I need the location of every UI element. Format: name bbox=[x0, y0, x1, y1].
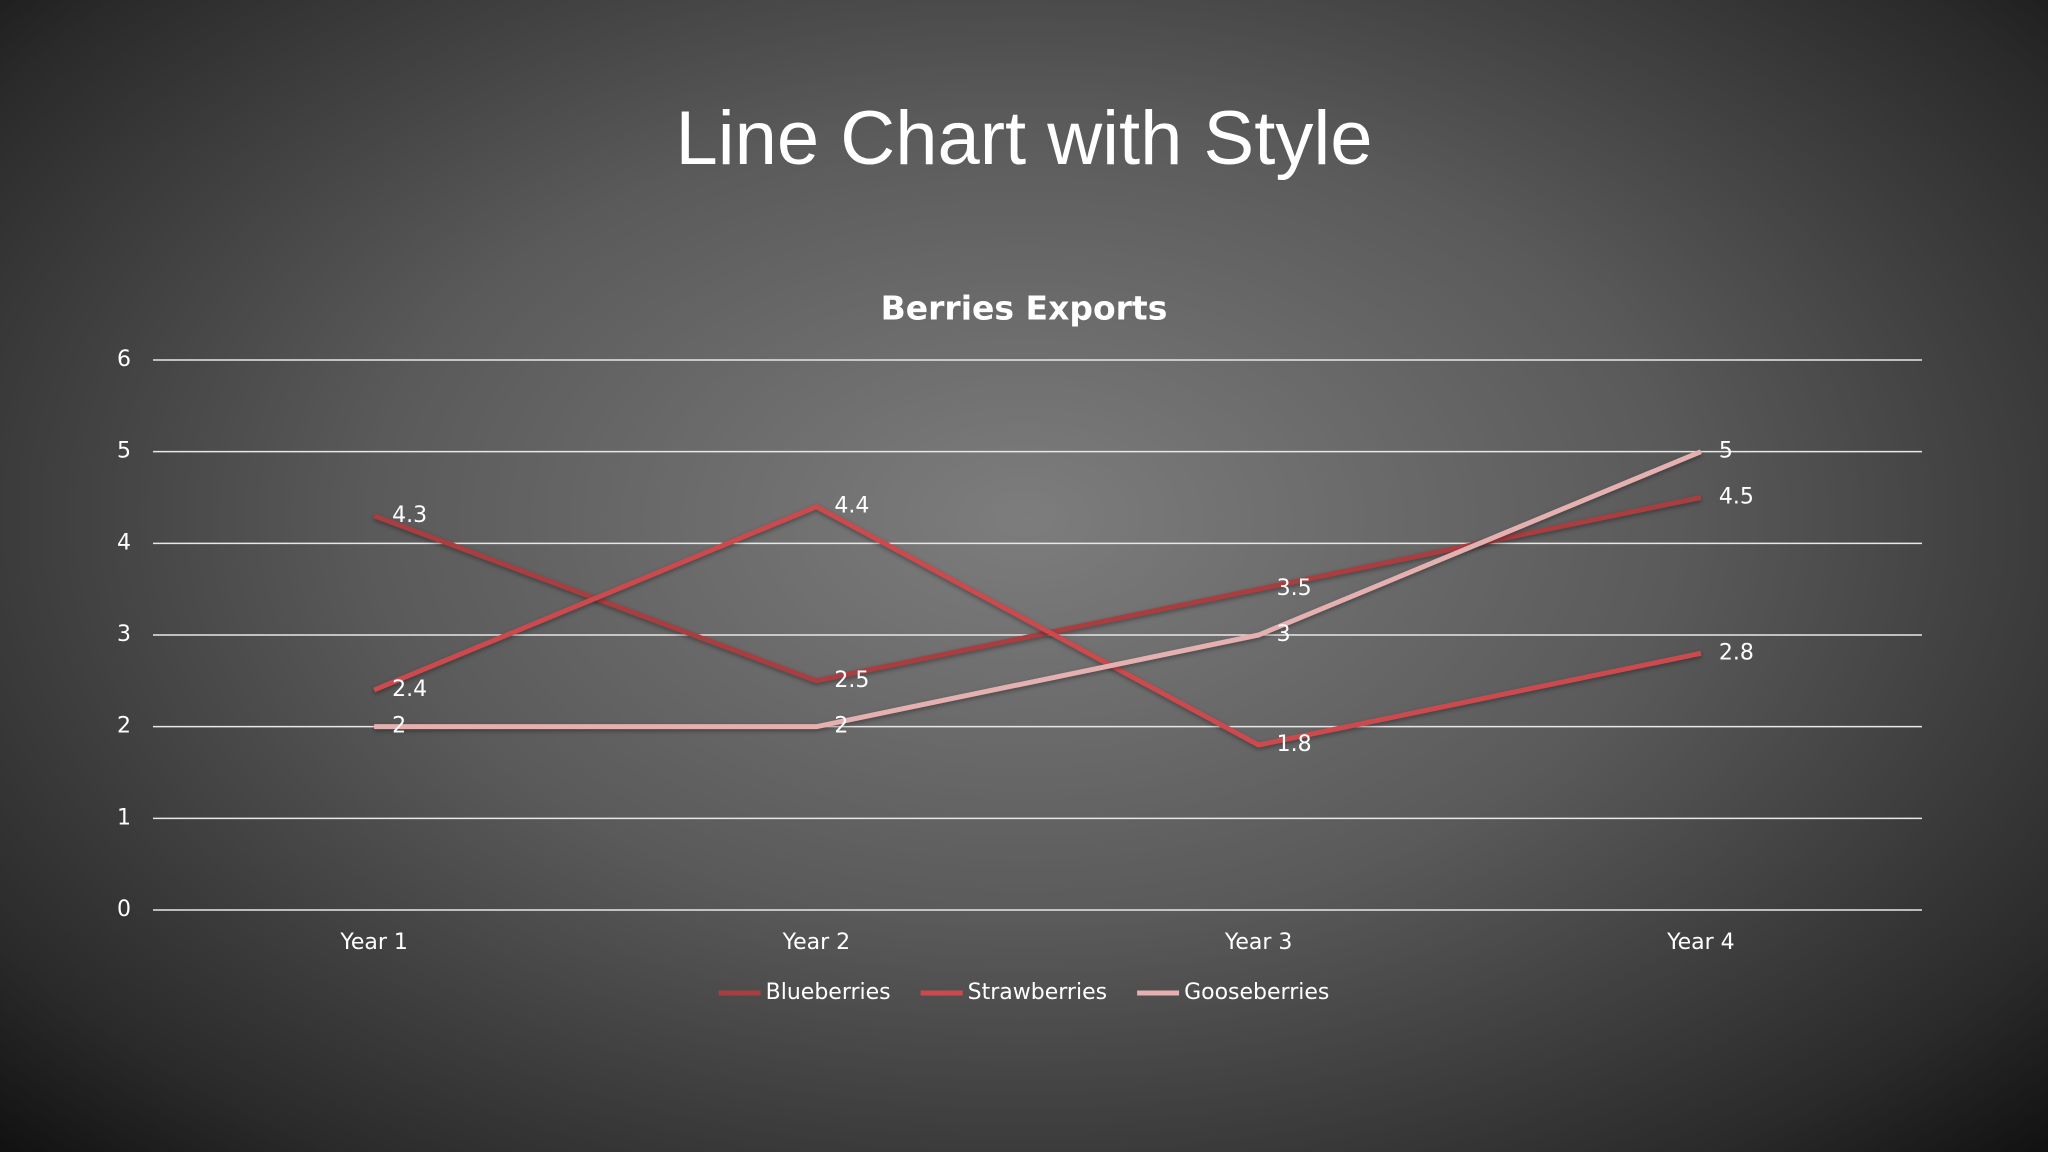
data-label: 5 bbox=[1719, 439, 1733, 464]
legend-label: Blueberries bbox=[766, 980, 891, 1005]
data-label: 1.8 bbox=[1277, 732, 1312, 757]
y-tick-label: 3 bbox=[117, 622, 131, 647]
chart-title: Berries Exports bbox=[881, 289, 1168, 328]
y-tick-label: 0 bbox=[117, 897, 131, 922]
y-tick-label: 5 bbox=[117, 439, 131, 464]
data-label: 2.8 bbox=[1719, 640, 1754, 665]
y-tick-label: 4 bbox=[117, 530, 131, 555]
legend-label: Strawberries bbox=[968, 980, 1107, 1005]
series-line bbox=[373, 504, 1702, 748]
x-tick-label: Year 1 bbox=[339, 930, 408, 955]
data-label: 3 bbox=[1277, 622, 1291, 647]
data-label: 3.5 bbox=[1277, 576, 1312, 601]
y-tick-label: 1 bbox=[117, 805, 131, 830]
slide-title: Line Chart with Style bbox=[676, 96, 1373, 181]
series-line bbox=[374, 449, 1702, 730]
data-label: 2 bbox=[834, 714, 848, 739]
y-tick-label: 2 bbox=[117, 714, 131, 739]
data-label: 2 bbox=[392, 714, 406, 739]
data-label: 2.5 bbox=[834, 668, 869, 693]
x-tick-label: Year 4 bbox=[1666, 930, 1735, 955]
x-tick-label: Year 3 bbox=[1224, 930, 1293, 955]
data-label: 4.3 bbox=[392, 503, 427, 528]
data-label: 4.4 bbox=[834, 494, 869, 519]
series-line bbox=[373, 495, 1702, 684]
x-tick-label: Year 2 bbox=[782, 930, 851, 955]
data-label: 4.5 bbox=[1719, 485, 1754, 510]
data-label: 2.4 bbox=[392, 677, 427, 702]
legend-label: Gooseberries bbox=[1184, 980, 1329, 1005]
y-tick-label: 6 bbox=[117, 347, 131, 372]
